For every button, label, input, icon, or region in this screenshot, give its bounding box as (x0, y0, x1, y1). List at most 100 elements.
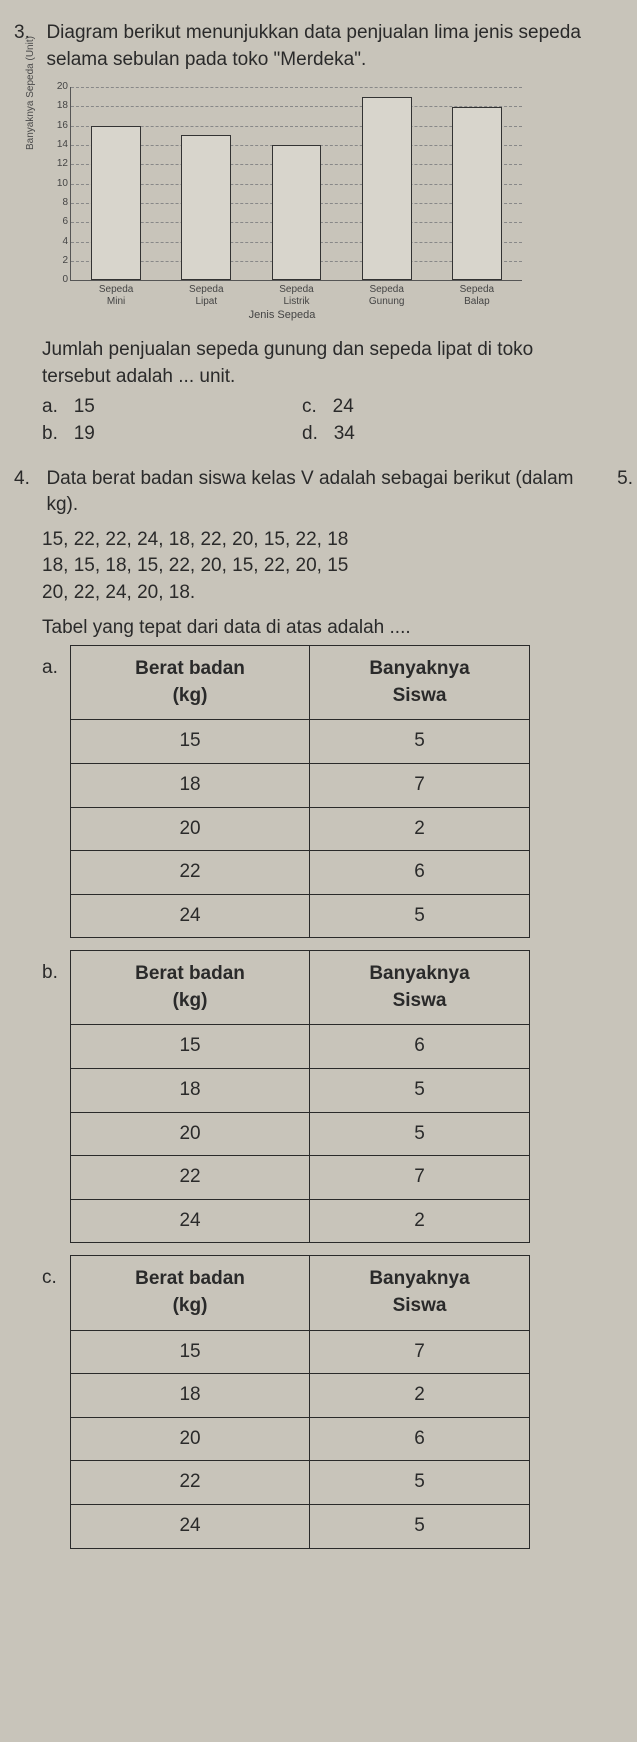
table-row: 155 (71, 720, 530, 764)
cell-weight: 22 (71, 1156, 310, 1200)
cell-count: 2 (310, 1199, 530, 1243)
cell-count: 5 (310, 1112, 530, 1156)
frequency-table: Berat badan(kg)BanyaknyaSiswa15518720222… (70, 645, 530, 938)
cell-count: 5 (310, 720, 530, 764)
chart-plot-area: 02468101214161820SepedaMiniSepedaLipatSe… (70, 87, 522, 281)
option-value: 15 (74, 396, 95, 417)
q3-option-b: b. 19 (42, 421, 302, 448)
table-row: 182 (71, 1374, 530, 1418)
cell-count: 2 (310, 807, 530, 851)
table-row: 225 (71, 1461, 530, 1505)
chart-ytick-label: 10 (51, 177, 71, 191)
q3-option-c: c. 24 (302, 394, 562, 421)
cell-weight: 20 (71, 1417, 310, 1461)
frequency-table: Berat badan(kg)BanyaknyaSiswa15618520522… (70, 950, 530, 1243)
cell-weight: 24 (71, 1505, 310, 1549)
cell-weight: 22 (71, 1461, 310, 1505)
cell-weight: 18 (71, 1374, 310, 1418)
cell-count: 7 (310, 1156, 530, 1200)
q3-options: a. 15 c. 24 b. 19 d. 34 (42, 394, 609, 447)
chart-xtick-label: SepedaLipat (176, 280, 236, 307)
cell-weight: 20 (71, 807, 310, 851)
q4-data-list: 15, 22, 22, 24, 18, 22, 20, 15, 22, 18 1… (42, 527, 609, 607)
chart-ytick-label: 6 (51, 215, 71, 229)
question-4: 4. Data berat badan siswa kelas V adalah… (14, 466, 609, 1549)
q4-option-c: c.Berat badan(kg)BanyaknyaSiswa157182206… (42, 1255, 609, 1548)
chart-ytick-label: 2 (51, 254, 71, 268)
q4-option-b: b.Berat badan(kg)BanyaknyaSiswa156185205… (42, 950, 609, 1243)
table-row: 205 (71, 1112, 530, 1156)
q3-prompt: Diagram berikut menunjukkan data penjual… (46, 20, 586, 73)
cell-weight: 24 (71, 894, 310, 938)
q4-option-a: a.Berat badan(kg)BanyaknyaSiswa155187202… (42, 645, 609, 938)
q4-followup: Tabel yang tepat dari data di atas adala… (42, 615, 592, 642)
cell-count: 5 (310, 1505, 530, 1549)
chart-ytick-label: 12 (51, 157, 71, 171)
question-3: 3. Diagram berikut menunjukkan data penj… (14, 20, 609, 448)
table-row: 185 (71, 1069, 530, 1113)
cell-weight: 15 (71, 720, 310, 764)
table-row: 245 (71, 1505, 530, 1549)
table-header-count: BanyaknyaSiswa (310, 646, 530, 720)
table-row: 206 (71, 1417, 530, 1461)
chart-ytick-label: 16 (51, 119, 71, 133)
cell-count: 6 (310, 1417, 530, 1461)
cell-count: 7 (310, 763, 530, 807)
chart-ytick-label: 8 (51, 196, 71, 210)
chart-bar (452, 107, 502, 281)
chart-ytick-label: 14 (51, 138, 71, 152)
data-line: 20, 22, 24, 20, 18. (42, 580, 609, 607)
table-header-weight: Berat badan(kg) (71, 951, 310, 1025)
cell-count: 5 (310, 1461, 530, 1505)
cell-weight: 15 (71, 1025, 310, 1069)
chart-ytick-label: 20 (51, 80, 71, 94)
chart-ytick-label: 0 (51, 273, 71, 287)
option-letter: a. (42, 396, 58, 417)
cell-count: 5 (310, 894, 530, 938)
chart-ytick-label: 18 (51, 99, 71, 113)
table-header-count: BanyaknyaSiswa (310, 951, 530, 1025)
option-letter: b. (42, 950, 70, 987)
chart-ytick-label: 4 (51, 235, 71, 249)
option-letter: b. (42, 423, 58, 444)
q3-chart: Banyaknya Sepeda (Unit) 0246810121416182… (42, 87, 522, 327)
cell-count: 7 (310, 1330, 530, 1374)
chart-bar (91, 126, 141, 280)
option-value: 24 (333, 396, 354, 417)
cell-weight: 24 (71, 1199, 310, 1243)
table-row: 242 (71, 1199, 530, 1243)
cell-count: 6 (310, 851, 530, 895)
option-letter: a. (42, 645, 70, 682)
q3-option-a: a. 15 (42, 394, 302, 421)
cell-weight: 22 (71, 851, 310, 895)
frequency-table: Berat badan(kg)BanyaknyaSiswa15718220622… (70, 1255, 530, 1548)
q3-followup: Jumlah penjualan sepeda gunung dan seped… (42, 337, 592, 390)
cell-weight: 15 (71, 1330, 310, 1374)
chart-xlabel: Jenis Sepeda (42, 308, 522, 323)
q4-prompt: Data berat badan siswa kelas V adalah se… (46, 466, 586, 519)
cell-count: 5 (310, 1069, 530, 1113)
table-row: 245 (71, 894, 530, 938)
data-line: 15, 22, 22, 24, 18, 22, 20, 15, 22, 18 (42, 527, 609, 554)
table-row: 156 (71, 1025, 530, 1069)
cell-count: 2 (310, 1374, 530, 1418)
cell-count: 6 (310, 1025, 530, 1069)
option-value: 34 (334, 423, 355, 444)
cell-weight: 18 (71, 763, 310, 807)
cell-weight: 20 (71, 1112, 310, 1156)
table-header-weight: Berat badan(kg) (71, 646, 310, 720)
table-row: 227 (71, 1156, 530, 1200)
next-page-q5-number: 5. (617, 466, 633, 493)
q3-option-d: d. 34 (302, 421, 562, 448)
table-header-weight: Berat badan(kg) (71, 1256, 310, 1330)
option-letter: c. (42, 1255, 70, 1292)
chart-xtick-label: SepedaGunung (357, 280, 417, 307)
table-row: 187 (71, 763, 530, 807)
chart-bar (272, 145, 322, 280)
table-row: 202 (71, 807, 530, 851)
q4-tables: a.Berat badan(kg)BanyaknyaSiswa155187202… (42, 645, 609, 1548)
cell-weight: 18 (71, 1069, 310, 1113)
option-value: 19 (74, 423, 95, 444)
option-letter: c. (302, 396, 317, 417)
chart-xtick-label: SepedaListrik (267, 280, 327, 307)
